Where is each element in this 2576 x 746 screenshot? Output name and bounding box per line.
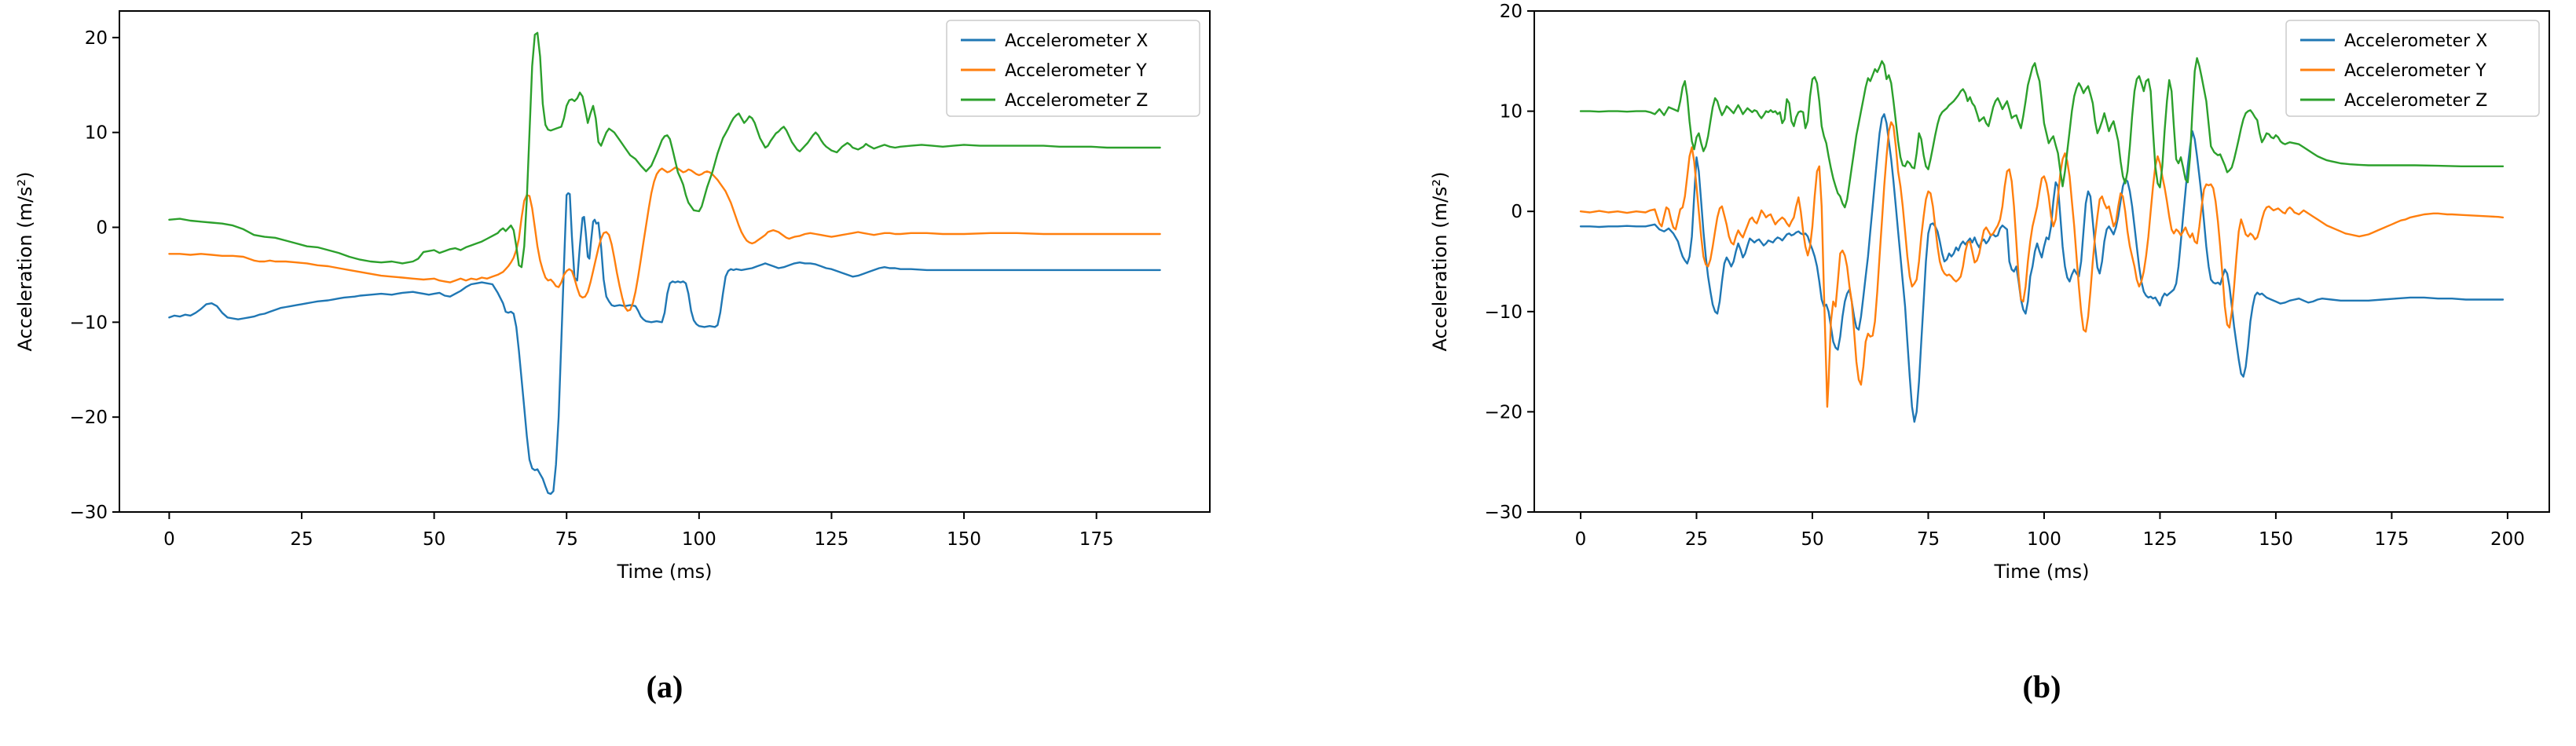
y-tick-label-b: −30 (1484, 503, 1523, 523)
x-tick-label-b: 175 (2374, 529, 2409, 550)
x-tick-label-b: 75 (1917, 529, 1940, 550)
x-tick-label-a: 125 (814, 529, 848, 550)
y-axis-label-b: Acceleration (m/s²) (1429, 171, 1451, 351)
y-tick-label-a: −20 (69, 408, 108, 428)
legend-label-accelerometer-z: Accelerometer Z (2344, 91, 2487, 111)
axes-frame-b (1534, 10, 2550, 513)
y-tick-label-b: 10 (1500, 102, 1523, 123)
x-tick-label-b: 200 (2490, 529, 2525, 550)
series-line-accelerometer-z-b (1579, 57, 2505, 209)
x-tick-label-b: 100 (2027, 529, 2061, 550)
x-tick-label-a: 150 (947, 529, 981, 550)
chart-b: 0 25 50 75 100 125 150 175 20020100−10−20−30Time… (1429, 2, 2550, 704)
y-tick-label-b: 20 (1500, 2, 1523, 22)
legend-box-b (2285, 20, 2540, 117)
x-tick-label-b: 150 (2259, 529, 2293, 550)
x-axis-label-b: Time (ms) (1994, 561, 2090, 583)
x-tick-label-b: 50 (1801, 529, 1823, 550)
y-tick-label-a: 20 (85, 28, 108, 49)
axes-frame-a (119, 10, 1211, 513)
x-tick-label-a: 0 (163, 529, 175, 550)
y-tick-label-b: −10 (1484, 302, 1523, 323)
x-tick-label-a: 25 (290, 529, 313, 550)
x-axis-label-a: Time (ms) (617, 561, 713, 583)
legend-b: Accelerometer X Accelerometer Y Accelerome… (2285, 20, 2540, 117)
x-tick-label-a: 175 (1079, 529, 1114, 550)
y-tick-label-b: −20 (1484, 402, 1523, 422)
y-tick-label-a: −10 (69, 313, 108, 333)
y-tick-label-a: 10 (85, 123, 108, 144)
legend-label-accelerometer-x: Accelerometer X (1005, 31, 1148, 51)
series-line-accelerometer-x-a (168, 192, 1161, 496)
caption-b: (b) (2023, 669, 2061, 704)
caption-a: (a) (647, 669, 683, 704)
x-tick-label-a: 50 (423, 529, 445, 550)
series-line-accelerometer-z-a (168, 31, 1161, 269)
y-axis-label-a: Acceleration (m/s²) (14, 171, 36, 351)
series-line-accelerometer-y-b (1579, 121, 2505, 408)
legend-label-accelerometer-x: Accelerometer X (2344, 31, 2487, 51)
x-tick-label-b: 0 (1575, 529, 1587, 550)
y-tick-label-a: 0 (96, 218, 108, 239)
legend-box-a (946, 20, 1200, 117)
y-tick-label-b: 0 (1511, 202, 1523, 222)
x-tick-label-a: 100 (682, 529, 716, 550)
series-line-accelerometer-y-a (168, 166, 1161, 312)
legend-label-accelerometer-y: Accelerometer Y (1005, 61, 1147, 81)
x-tick-label-b: 125 (2142, 529, 2177, 550)
legend-label-accelerometer-z: Accelerometer Z (1005, 91, 1148, 111)
y-tick-label-a: −30 (69, 503, 108, 523)
legend-label-accelerometer-y: Accelerometer Y (2344, 61, 2486, 81)
series-line-accelerometer-x-b (1579, 113, 2505, 423)
x-tick-label-a: 75 (555, 529, 578, 550)
x-tick-label-b: 25 (1685, 529, 1708, 550)
legend-a: Accelerometer X Accelerometer Y Accelerome… (946, 20, 1200, 117)
